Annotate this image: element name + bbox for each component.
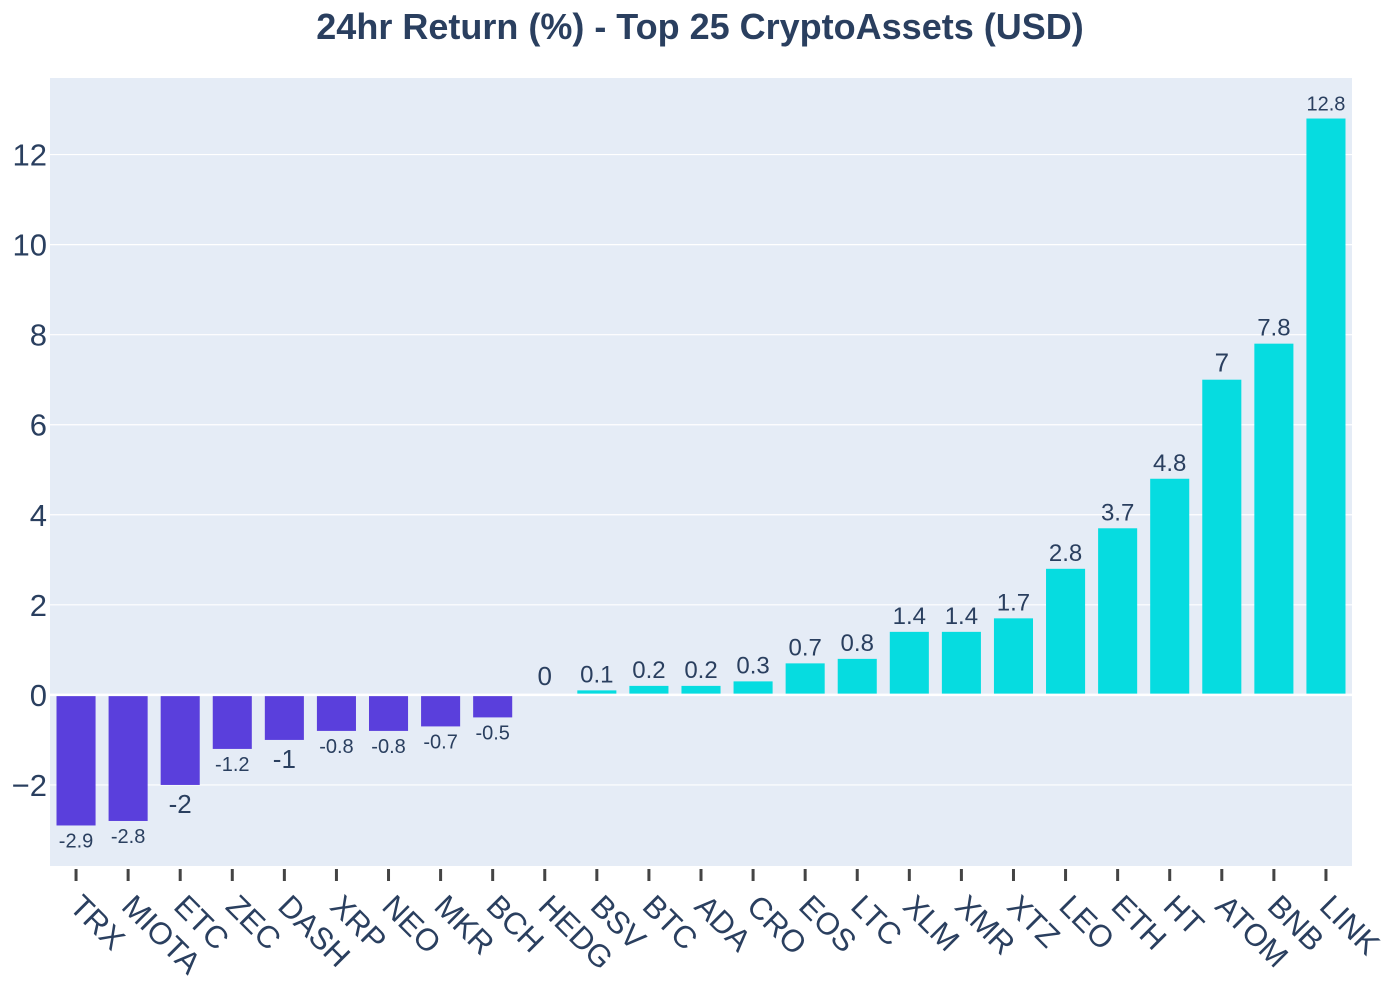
x-tick-label-xlm: XLM	[896, 888, 966, 958]
chart-title: 24hr Return (%) - Top 25 CryptoAssets (U…	[316, 6, 1084, 47]
data-label-miota: -2.8	[111, 826, 145, 848]
bar-zec	[212, 694, 252, 749]
data-label-hedg: 0	[538, 661, 552, 691]
data-label-xlm: 1.4	[893, 603, 926, 630]
bar-bnb	[1254, 343, 1294, 695]
x-tick-label-xmr: XMR	[948, 888, 1021, 961]
bar-bsv	[577, 690, 617, 695]
bar-cro	[733, 681, 773, 695]
data-label-atom: 7	[1215, 348, 1229, 378]
data-label-leo: 2.8	[1049, 540, 1082, 567]
bar-mkr	[421, 694, 461, 727]
bar-ltc	[837, 658, 877, 695]
bar-ht	[1150, 478, 1190, 695]
bar-xtz	[993, 618, 1034, 695]
y-tick-label-2: 2	[30, 588, 47, 623]
bar-ada	[681, 685, 721, 695]
data-label-xtz: 1.7	[997, 589, 1030, 616]
data-label-bch: -0.5	[475, 722, 509, 744]
data-label-zec: -1.2	[215, 754, 249, 776]
x-tick-label-link: LINK	[1313, 888, 1387, 962]
data-label-btc: 0.2	[632, 657, 665, 684]
y-tick-label-0: −2	[12, 768, 47, 803]
data-label-trx: -2.9	[59, 830, 93, 852]
data-label-eth: 3.7	[1101, 499, 1134, 526]
data-label-mkr: -0.7	[423, 731, 457, 753]
data-label-xrp: -0.8	[319, 736, 353, 758]
x-tick-label-zec: ZEC	[219, 888, 288, 957]
bar-dash	[264, 694, 304, 740]
bar-miota	[108, 694, 148, 821]
data-label-ht: 4.8	[1153, 450, 1186, 477]
x-tick-label-eos: EOS	[792, 888, 863, 959]
data-label-etc: -2	[169, 789, 192, 819]
x-tick-label-bch: BCH	[480, 888, 551, 959]
bar-eth	[1098, 528, 1138, 695]
data-label-link: 12.8	[1306, 94, 1345, 116]
bar-eos	[785, 663, 825, 695]
bar-trx	[56, 694, 96, 826]
data-label-bnb: 7.8	[1257, 315, 1290, 342]
y-tick-label-5: 8	[30, 318, 47, 353]
y-tick-label-4: 6	[30, 408, 47, 443]
x-tick-label-cro: CRO	[740, 888, 813, 961]
data-label-neo: -0.8	[371, 736, 405, 758]
bar-xmr	[941, 631, 981, 695]
y-tick-label-3: 4	[30, 498, 47, 533]
x-tick-label-ada: ADA	[688, 888, 758, 958]
data-label-xmr: 1.4	[945, 603, 978, 630]
data-label-ada: 0.2	[684, 657, 717, 684]
bar-xlm	[889, 631, 929, 695]
bar-etc	[160, 694, 200, 785]
bar-xrp	[316, 694, 356, 731]
data-label-cro: 0.3	[736, 652, 769, 679]
x-tick-label-neo: NEO	[376, 888, 448, 960]
x-tick-label-leo: LEO	[1053, 888, 1122, 957]
bar-atom	[1202, 379, 1242, 695]
x-tick-label-eth: ETH	[1105, 888, 1174, 957]
data-label-dash: -1	[273, 744, 296, 774]
bar-link	[1306, 118, 1346, 695]
data-label-ltc: 0.8	[841, 630, 874, 657]
bar-neo	[368, 694, 409, 731]
bar-leo	[1046, 568, 1086, 695]
y-tick-label-1: 0	[30, 678, 47, 713]
x-tick-label-mkr: MKR	[428, 888, 501, 961]
data-label-bsv: 0.1	[580, 661, 613, 688]
data-label-eos: 0.7	[788, 634, 821, 661]
x-tick-label-btc: BTC	[636, 888, 705, 957]
x-tick-label-trx: TRX	[63, 888, 132, 957]
y-tick-label-7: 12	[13, 138, 47, 173]
y-tick-label-6: 10	[13, 228, 47, 263]
bar-btc	[629, 685, 669, 695]
bar-bch	[473, 694, 513, 718]
